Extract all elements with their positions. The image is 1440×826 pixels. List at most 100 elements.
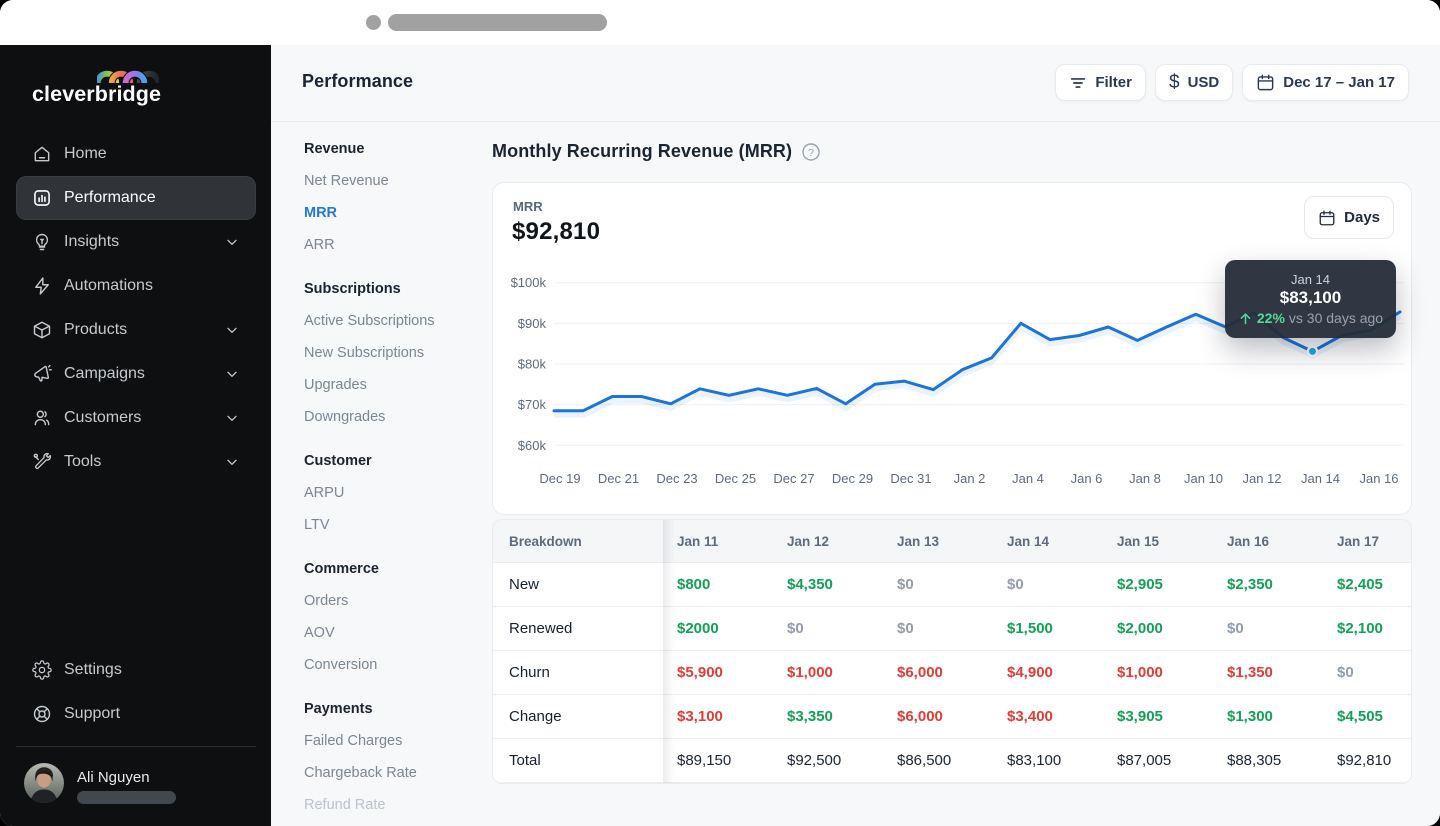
subnav-item-net-revenue[interactable]: Net Revenue bbox=[304, 173, 389, 189]
user-profile[interactable]: Ali Nguyen bbox=[24, 762, 254, 804]
subnav-item-failed-charges[interactable]: Failed Charges bbox=[304, 733, 403, 749]
table-cell: $4,505 bbox=[1337, 708, 1383, 725]
x-axis-tick: Jan 12 bbox=[1242, 471, 1281, 486]
sidebar-item-settings[interactable]: Settings bbox=[16, 648, 256, 692]
table-row-churn: Churn $5,900 $1,000 $6,000 $4,900 $1,000 $1,35… bbox=[493, 651, 1411, 695]
tooltip-date: Jan 14 bbox=[1290, 272, 1331, 287]
main-area: Performance Filter $ USD Dec 17 – Jan 17 Re… bbox=[271, 45, 1440, 826]
table-cell: $92,500 bbox=[787, 752, 842, 769]
metric-value: $92,810 bbox=[512, 218, 601, 245]
button-label: USD bbox=[1187, 74, 1220, 91]
subnav-group-title: Revenue bbox=[304, 141, 365, 157]
sidebar-item-home[interactable]: Home bbox=[16, 132, 256, 176]
table-cell: $83,100 bbox=[1007, 752, 1062, 769]
table-cell: $3,905 bbox=[1117, 708, 1163, 725]
table-cell: $1,500 bbox=[1007, 620, 1053, 637]
sidebar-item-performance[interactable]: Performance bbox=[16, 176, 256, 220]
sidebar-item-customers[interactable]: Customers bbox=[16, 396, 256, 440]
sidebar-item-campaigns[interactable]: Campaigns bbox=[16, 352, 256, 396]
column-header-jan-13: Jan 13 bbox=[897, 533, 940, 549]
subnav-group-customer: Customer ARPU LTV bbox=[304, 445, 474, 541]
sidebar-item-automations[interactable]: Automations bbox=[16, 264, 256, 308]
header-buttons: Filter $ USD Dec 17 – Jan 17 bbox=[1055, 64, 1409, 101]
filter-icon bbox=[1069, 74, 1087, 92]
page-header: Performance Filter $ USD Dec 17 – Jan 17 bbox=[271, 45, 1440, 122]
sidebar-nav: Home Performance Insights Automations Produc… bbox=[16, 132, 256, 484]
subnav-item-downgrades[interactable]: Downgrades bbox=[304, 409, 386, 425]
sidebar-item-tools[interactable]: Tools bbox=[16, 440, 256, 484]
table-cell: $6,000 bbox=[897, 664, 943, 681]
subnav-item-ltv[interactable]: LTV bbox=[304, 517, 330, 533]
products-icon bbox=[32, 320, 52, 340]
sidebar-item-label: Settings bbox=[64, 661, 122, 678]
x-axis-tick: Dec 23 bbox=[656, 471, 697, 486]
table-cell: $800 bbox=[677, 576, 711, 593]
table-cell: $2000 bbox=[677, 620, 719, 637]
table-cell: $2,100 bbox=[1337, 620, 1383, 637]
table-cell: $0 bbox=[1227, 620, 1244, 637]
subnav-item-active-subscriptions[interactable]: Active Subscriptions bbox=[304, 313, 435, 329]
browser-topbar bbox=[0, 0, 1440, 45]
filter-button[interactable]: Filter bbox=[1055, 64, 1146, 101]
page-title: Performance bbox=[302, 71, 414, 91]
performance-icon bbox=[32, 188, 52, 208]
subnav-item-new-subscriptions[interactable]: New Subscriptions bbox=[304, 345, 425, 361]
sidebar-footer-nav: Settings Support bbox=[16, 648, 256, 736]
highlight-dot[interactable] bbox=[1306, 345, 1319, 358]
subnav-group-title: Payments bbox=[304, 701, 373, 717]
sidebar-item-label: Support bbox=[64, 705, 121, 722]
x-axis-tick: Dec 21 bbox=[598, 471, 639, 486]
sidebar-item-products[interactable]: Products bbox=[16, 308, 256, 352]
row-label: Renewed bbox=[509, 620, 573, 637]
brand-logo[interactable]: cleverbridge bbox=[32, 58, 172, 108]
metric-label: MRR bbox=[513, 199, 543, 214]
customers-icon bbox=[32, 408, 52, 428]
subnav-group-title: Customer bbox=[304, 453, 372, 469]
column-header-jan-12: Jan 12 bbox=[787, 533, 830, 549]
section-title-row: Monthly Recurring Revenue (MRR) ? bbox=[492, 141, 820, 162]
subnav-item-upgrades[interactable]: Upgrades bbox=[304, 377, 367, 393]
row-label: Change bbox=[509, 708, 562, 725]
granularity-button[interactable]: Days bbox=[1304, 196, 1394, 239]
subnav-item-aov[interactable]: AOV bbox=[304, 625, 335, 641]
sidebar-item-insights[interactable]: Insights bbox=[16, 220, 256, 264]
table-row-total: Total $89,150 $92,500 $86,500 $83,100 $87,005… bbox=[493, 739, 1411, 783]
column-header-jan-11: Jan 11 bbox=[677, 533, 719, 549]
table-cell: $4,900 bbox=[1007, 664, 1053, 681]
campaigns-icon bbox=[32, 364, 52, 384]
automations-icon bbox=[32, 276, 52, 296]
subnav-item-arr[interactable]: ARR bbox=[304, 237, 335, 253]
subnav-item-arpu[interactable]: ARPU bbox=[304, 485, 345, 501]
subnav-group-title: Subscriptions bbox=[304, 281, 401, 297]
sidebar: cleverbridge Home Performance Insights Auto… bbox=[0, 45, 271, 826]
avatar bbox=[24, 763, 64, 803]
tools-icon bbox=[32, 452, 52, 472]
table-cell: $1,000 bbox=[787, 664, 833, 681]
y-axis-tick: $100k bbox=[511, 275, 547, 290]
table-cell: $2,905 bbox=[1117, 576, 1163, 593]
table-row-new: New $800 $4,350 $0 $0 $2,905 $2,350 $2,405 bbox=[493, 563, 1411, 607]
user-name: Ali Nguyen bbox=[77, 769, 150, 786]
subnav-group-title: Commerce bbox=[304, 561, 379, 577]
help-icon[interactable]: ? bbox=[802, 142, 820, 161]
table-cell: $0 bbox=[787, 620, 804, 637]
row-label: Churn bbox=[509, 664, 550, 681]
date-range-button[interactable]: Dec 17 – Jan 17 bbox=[1242, 64, 1409, 101]
table-cell: $2,000 bbox=[1117, 620, 1163, 637]
column-header-breakdown: Breakdown bbox=[509, 533, 582, 549]
sidebar-item-label: Customers bbox=[64, 409, 142, 426]
subnav-item-mrr[interactable]: MRR bbox=[304, 205, 338, 221]
brand-wordmark: cleverbridge bbox=[32, 82, 162, 106]
table-cell: $2,405 bbox=[1337, 576, 1383, 593]
subnav-item-conversion[interactable]: Conversion bbox=[304, 657, 378, 673]
user-role-skeleton bbox=[77, 791, 176, 804]
tooltip-delta-suffix: vs 30 days ago bbox=[1288, 310, 1384, 326]
subnav-item-orders[interactable]: Orders bbox=[304, 593, 349, 609]
table-header-row: Breakdown Jan 11 Jan 12 Jan 13 Jan 14 Jan 15 J… bbox=[493, 520, 1411, 563]
sidebar-item-support[interactable]: Support bbox=[16, 692, 256, 736]
subnav-item-refund-rate[interactable]: Refund Rate bbox=[304, 797, 386, 813]
currency-button[interactable]: $ USD bbox=[1155, 64, 1234, 101]
subnav-item-chargeback-rate[interactable]: Chargeback Rate bbox=[304, 765, 417, 781]
button-label: Dec 17 – Jan 17 bbox=[1283, 74, 1395, 91]
